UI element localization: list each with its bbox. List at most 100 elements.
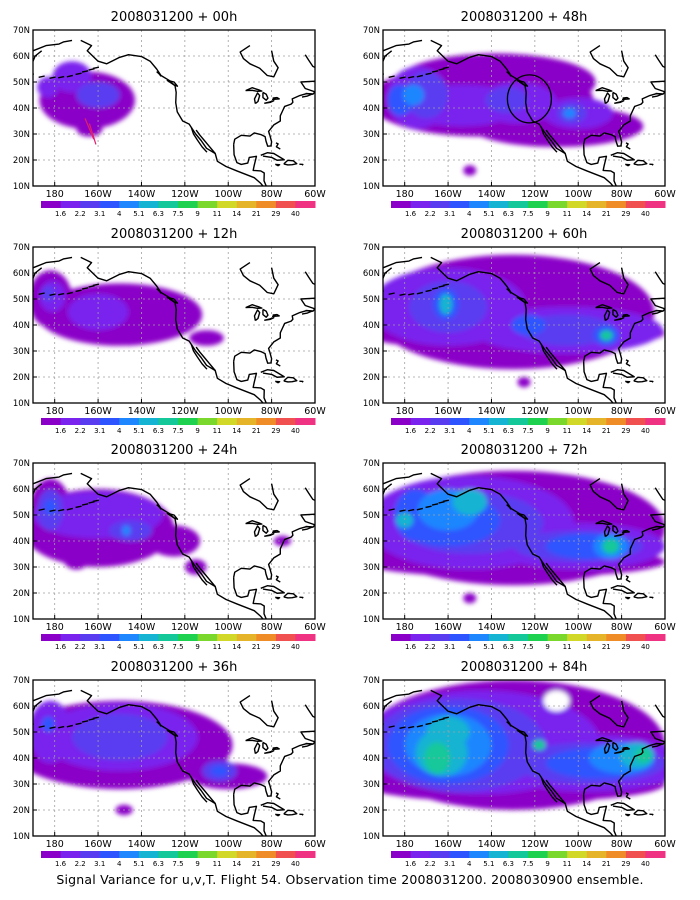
lon-tick-label: 100W	[564, 189, 592, 200]
colorbar-swatch	[508, 851, 529, 858]
colorbar-label: 21	[252, 860, 261, 868]
lon-tick-label: 140W	[128, 406, 156, 417]
lat-tick-label: 40N	[13, 321, 30, 331]
colorbar-swatch	[606, 851, 627, 858]
lon-tick-label: 160W	[84, 839, 112, 850]
map-panel: 70N 60N 50N 40N 30N 20N 10N 180 160W 140W 120W 100W…	[13, 243, 327, 435]
colorbar-swatch	[586, 201, 607, 208]
graticule	[383, 680, 665, 836]
panel-title: 2008031200 + 84h	[460, 660, 588, 675]
colorbar-label: 5.1	[483, 427, 494, 435]
colorbar-label: 29	[271, 427, 280, 435]
colorbar: 1.6 2.2 3.1 4 5.1 6.3 7.5 9 11 14 21 29 40	[391, 851, 666, 868]
colorbar-swatch	[567, 418, 588, 425]
colorbar-label: 40	[291, 210, 300, 218]
lat-tick-label: 70N	[363, 243, 380, 253]
lon-tick-label: 180	[396, 839, 414, 850]
colorbar-label: 7.5	[172, 210, 183, 218]
colorbar-swatch	[60, 418, 81, 425]
colorbar-label: 1.6	[55, 427, 67, 435]
lat-tick-label: 70N	[363, 676, 380, 686]
lon-tick-label: 60W	[654, 839, 676, 850]
lat-tick-label: 20N	[363, 156, 380, 166]
colorbar-label: 40	[291, 860, 300, 868]
colorbar: 1.6 2.2 3.1 4 5.1 6.3 7.5 9 11 14 21 29 40	[41, 201, 316, 218]
colorbar-label: 7.5	[172, 860, 183, 868]
lat-tick-label: 60N	[13, 485, 30, 495]
lat-tick-label: 30N	[13, 563, 30, 573]
lon-tick-label: 140W	[478, 839, 506, 850]
lon-tick-label: 160W	[434, 189, 462, 200]
colorbar-label: 11	[563, 860, 572, 868]
colorbar-swatch	[645, 201, 666, 208]
colorbar-swatch	[606, 418, 627, 425]
colorbar-swatch	[410, 201, 431, 208]
colorbar-label: 5.1	[133, 427, 144, 435]
colorbar-label: 4	[117, 643, 122, 651]
lat-tick-label: 40N	[13, 537, 30, 547]
colorbar-label: 2.2	[75, 643, 86, 651]
colorbar-swatch	[410, 634, 431, 641]
colorbar-swatch	[80, 418, 101, 425]
colorbar-swatch	[236, 418, 257, 425]
colorbar-label: 6.3	[153, 427, 164, 435]
lon-tick-label: 60W	[304, 406, 326, 417]
lat-tick-label: 40N	[363, 754, 380, 764]
lon-tick-label: 80W	[611, 189, 633, 200]
colorbar-label: 40	[641, 860, 650, 868]
colorbar-label: 5.1	[133, 860, 144, 868]
lon-tick-label: 80W	[611, 839, 633, 850]
lat-tick-label: 10N	[13, 399, 30, 409]
colorbar-swatch	[391, 851, 412, 858]
panel-title: 2008031200 + 72h	[460, 443, 588, 458]
lat-tick-label: 10N	[363, 832, 380, 842]
colorbar-label: 6.3	[503, 643, 514, 651]
colorbar-swatch	[275, 201, 296, 208]
colorbar-swatch	[488, 634, 509, 641]
colorbar-swatch	[138, 201, 159, 208]
colorbar-label: 11	[213, 860, 222, 868]
colorbar-swatch	[295, 418, 316, 425]
lat-tick-label: 20N	[13, 156, 30, 166]
lon-tick-label: 60W	[654, 189, 676, 200]
lat-tick-label: 20N	[13, 373, 30, 383]
colorbar-swatch	[275, 418, 296, 425]
colorbar-label: 5.1	[133, 643, 144, 651]
colorbar-label: 40	[641, 643, 650, 651]
colorbar-swatch	[295, 201, 316, 208]
lon-tick-label: 120W	[171, 622, 199, 633]
colorbar-label: 5.1	[483, 860, 494, 868]
lon-tick-label: 60W	[654, 622, 676, 633]
map-panel: 70N 60N 50N 40N 30N 20N 10N 180 160W 140W 120W 100W…	[13, 676, 327, 868]
colorbar-swatch	[178, 201, 199, 208]
variance-shading	[383, 680, 665, 810]
colorbar-swatch	[410, 851, 431, 858]
colorbar-label: 9	[545, 860, 549, 868]
colorbar-swatch	[430, 201, 451, 208]
lat-tick-label: 40N	[363, 321, 380, 331]
colorbar-label: 9	[545, 210, 549, 218]
map-panel: 70N 60N 50N 40N 30N 20N 10N 180 160W 140W 120W 100W…	[363, 26, 677, 218]
colorbar-label: 14	[582, 210, 591, 218]
lon-tick-label: 60W	[654, 406, 676, 417]
colorbar-swatch	[80, 851, 101, 858]
colorbar-swatch	[197, 634, 218, 641]
lat-tick-label: 10N	[363, 615, 380, 625]
lon-tick-label: 160W	[434, 406, 462, 417]
colorbar-swatch	[469, 851, 490, 858]
lon-tick-label: 120W	[171, 189, 199, 200]
colorbar-swatch	[645, 851, 666, 858]
lat-tick-label: 60N	[363, 702, 380, 712]
map-panel: 70N 60N 50N 40N 30N 20N 10N 180 160W 140W 120W 100W…	[13, 26, 327, 218]
lon-tick-label: 120W	[521, 189, 549, 200]
lat-tick-label: 70N	[13, 676, 30, 686]
colorbar-swatch	[256, 418, 277, 425]
colorbar-label: 3.1	[444, 643, 455, 651]
lon-tick-label: 180	[396, 622, 414, 633]
lon-tick-label: 100W	[214, 406, 242, 417]
colorbar-label: 3.1	[444, 427, 455, 435]
lat-tick-label: 20N	[13, 806, 30, 816]
colorbar-swatch	[236, 201, 257, 208]
colorbar-label: 29	[271, 643, 280, 651]
colorbar-swatch	[410, 418, 431, 425]
